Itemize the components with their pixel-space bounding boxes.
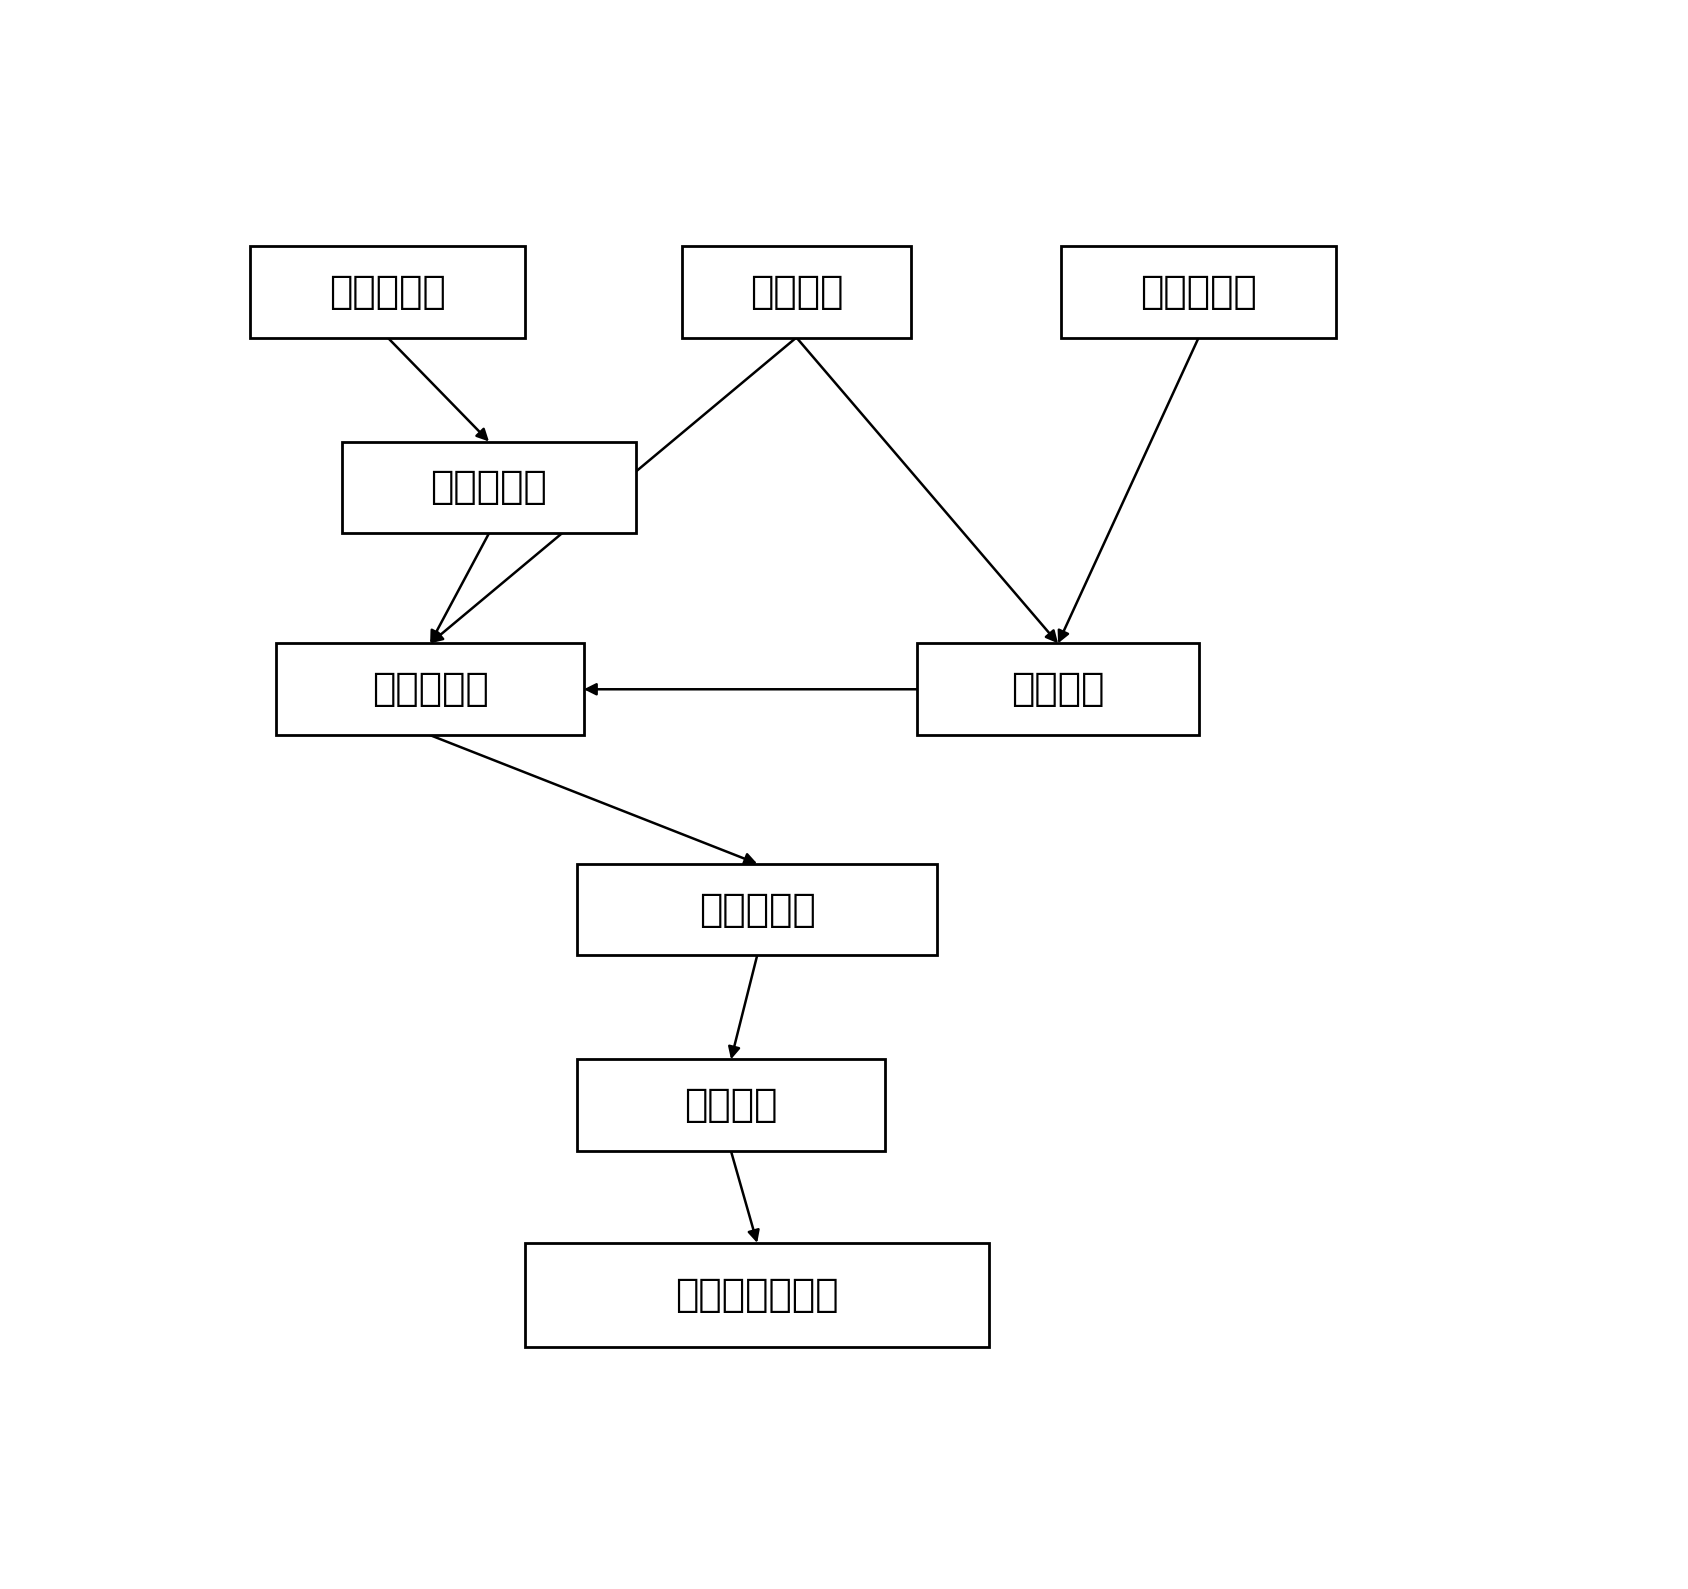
Text: 混凝土制备: 混凝土制备: [430, 469, 547, 507]
Text: 张拉和离心: 张拉和离心: [699, 890, 815, 928]
FancyBboxPatch shape: [918, 644, 1198, 736]
Text: 桩尖板选型: 桩尖板选型: [1141, 273, 1258, 310]
Text: 蒸汽养护: 蒸汽养护: [684, 1087, 778, 1125]
FancyBboxPatch shape: [343, 442, 636, 534]
Text: 压蒸养护及成品: 压蒸养护及成品: [675, 1276, 839, 1314]
FancyBboxPatch shape: [250, 246, 525, 337]
Text: 配合比设计: 配合比设计: [329, 273, 446, 310]
FancyBboxPatch shape: [682, 246, 912, 337]
Text: 端板选型: 端板选型: [749, 273, 844, 310]
Text: 模具装配: 模具装配: [1011, 671, 1106, 709]
FancyBboxPatch shape: [277, 644, 584, 736]
Text: 混凝土浇灌: 混凝土浇灌: [371, 671, 488, 709]
FancyBboxPatch shape: [1062, 246, 1337, 337]
FancyBboxPatch shape: [577, 1060, 885, 1150]
FancyBboxPatch shape: [577, 864, 937, 955]
FancyBboxPatch shape: [525, 1243, 989, 1347]
